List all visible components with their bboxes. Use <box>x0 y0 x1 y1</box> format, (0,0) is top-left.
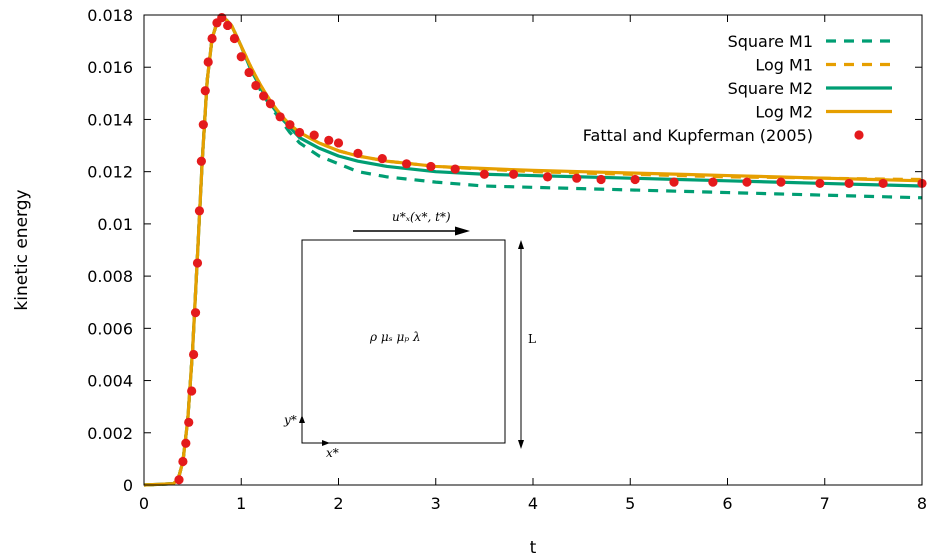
inset-y-axis-label: y* <box>283 413 297 427</box>
series-fattal-and-kupferman-2005-point <box>353 148 363 158</box>
series-fattal-and-kupferman-2005-point <box>207 33 217 44</box>
inset-length-label: L <box>528 332 536 346</box>
series-fattal-and-kupferman-2005-point <box>776 177 786 187</box>
series-fattal-and-kupferman-2005-point <box>187 386 197 396</box>
x-tick-label: 2 <box>333 494 343 513</box>
inset-velocity-arrowhead <box>455 226 470 236</box>
series-fattal-and-kupferman-2005-point <box>450 164 460 174</box>
series-fattal-and-kupferman-2005-point <box>203 57 213 67</box>
inset-x-axis-arrowhead <box>322 440 330 446</box>
series-fattal-and-kupferman-2005-point <box>190 308 201 318</box>
series-fattal-and-kupferman-2005-point <box>708 177 718 187</box>
inset-y-axis-arrowhead <box>299 415 305 423</box>
series-fattal-and-kupferman-2005-point <box>184 417 194 427</box>
series-fattal-and-kupferman-2005-point <box>178 456 188 467</box>
series-fattal-and-kupferman-2005-point <box>844 178 854 189</box>
series-fattal-and-kupferman-2005-point <box>401 159 412 169</box>
inset-length-arrowhead-bottom <box>518 440 524 449</box>
series-fattal-and-kupferman-2005-point <box>309 130 319 140</box>
series-fattal-and-kupferman-2005-point <box>236 52 246 62</box>
series-fattal-and-kupferman-2005-point <box>196 156 206 166</box>
series-fattal-and-kupferman-2005-point <box>426 161 436 172</box>
legend-label: Log M2 <box>755 103 813 122</box>
series-fattal-and-kupferman-2005-point <box>596 174 606 185</box>
series-fattal-and-kupferman-2005-point <box>742 177 752 187</box>
series-fattal-and-kupferman-2005-point <box>479 169 489 179</box>
x-tick-label: 7 <box>820 494 830 513</box>
x-tick-label: 3 <box>431 494 441 513</box>
legend-label: Square M1 <box>728 32 813 51</box>
series-fattal-and-kupferman-2005-point <box>295 127 305 138</box>
series-fattal-and-kupferman-2005-point <box>217 13 227 23</box>
x-tick-label: 4 <box>528 494 538 513</box>
x-axis-label: t <box>530 538 537 558</box>
y-axis-label: kinetic energy <box>12 189 32 310</box>
series-fattal-and-kupferman-2005-point <box>200 86 210 96</box>
y-tick-label: 0.014 <box>87 110 133 129</box>
series-fattal-and-kupferman-2005-point <box>181 438 191 448</box>
y-tick-label: 0.01 <box>97 215 133 234</box>
series-fattal-and-kupferman-2005-point <box>194 206 205 216</box>
inset-schematic: u*ₓ(x*, t*) ρ μₛ μₚ λ L x* y* <box>283 210 536 460</box>
series-fattal-and-kupferman-2005-point <box>815 178 825 189</box>
y-tick-label: 0 <box>123 476 133 495</box>
y-tick-label: 0.016 <box>87 58 133 77</box>
series-fattal-and-kupferman-2005-point <box>333 138 344 148</box>
inset-params-label: ρ μₛ μₚ λ <box>369 330 421 344</box>
x-tick-label: 8 <box>917 494 927 513</box>
series-fattal-and-kupferman-2005-point <box>198 120 208 130</box>
inset-velocity-label: u*ₓ(x*, t*) <box>392 210 451 224</box>
series-fattal-and-kupferman-2005-point <box>878 178 888 189</box>
legend-marker <box>854 130 864 140</box>
axes-layer: 0 1 2 3 4 5 6 7 8 0 0.002 0.004 0.006 0.008 0.01 0.012 0… <box>87 6 927 513</box>
series-fattal-and-kupferman-2005-point <box>669 177 679 187</box>
y-tick-label: 0.018 <box>87 6 133 25</box>
series-fattal-and-kupferman-2005-point <box>188 349 199 360</box>
series-fattal-and-kupferman-2005-point <box>251 80 261 91</box>
series-fattal-and-kupferman-2005-point <box>244 67 254 78</box>
series-fattal-and-kupferman-2005-point <box>192 258 203 268</box>
x-tick-label: 5 <box>625 494 635 513</box>
legend-label: Fattal and Kupferman (2005) <box>583 126 813 145</box>
series-layer <box>143 13 927 487</box>
series-fattal-and-kupferman-2005-point <box>508 169 519 179</box>
y-tick-label: 0.006 <box>87 319 133 338</box>
y-tick-label: 0.012 <box>87 163 133 182</box>
legend: Square M1 Log M1 Square M2 Log M2 Fattal and… <box>583 32 892 145</box>
y-tick-label: 0.002 <box>87 424 133 443</box>
series-fattal-and-kupferman-2005-point <box>223 20 233 31</box>
series-fattal-and-kupferman-2005-point <box>174 475 184 485</box>
series-fattal-and-kupferman-2005-point <box>259 91 269 101</box>
x-tick-label: 0 <box>139 494 149 513</box>
series-fattal-and-kupferman-2005-point <box>285 120 295 130</box>
x-tick-label: 1 <box>236 494 246 513</box>
inset-x-axis-label: x* <box>326 446 339 460</box>
series-fattal-and-kupferman-2005-point <box>324 135 334 145</box>
inset-domain-box <box>301 239 506 444</box>
series-log-m2-line <box>143 16 923 487</box>
y-tick-label: 0.008 <box>87 267 133 286</box>
legend-label: Log M1 <box>755 56 813 75</box>
series-fattal-and-kupferman-2005-point <box>572 173 582 183</box>
x-tick-label: 6 <box>722 494 732 513</box>
y-tick-label: 0.004 <box>87 372 133 391</box>
inset-length-arrowhead-top <box>518 240 524 249</box>
series-fattal-and-kupferman-2005-point <box>630 174 640 185</box>
series-fattal-and-kupferman-2005-point <box>275 112 285 122</box>
series-fattal-and-kupferman-2005-point <box>229 33 240 44</box>
series-fattal-and-kupferman-2005-point <box>265 99 276 109</box>
series-fattal-and-kupferman-2005-point <box>542 172 553 182</box>
series-fattal-and-kupferman-2005-point <box>377 154 387 164</box>
legend-label: Square M2 <box>728 79 813 98</box>
